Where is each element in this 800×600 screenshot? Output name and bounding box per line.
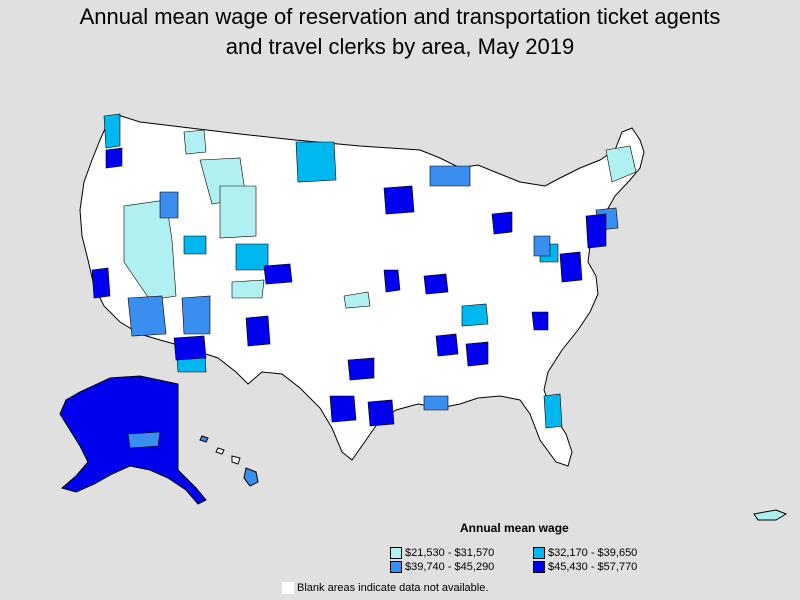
legend-label-3: $39,740 - $45,290: [405, 561, 495, 573]
regions-tier-1: [123, 129, 637, 309]
data-availability-note: Blank areas indicate data not available.: [282, 582, 488, 594]
title-line-1: Annual mean wage of reservation and tran…: [79, 4, 721, 29]
map-title: Annual mean wage of reservation and tran…: [0, 2, 800, 62]
regions-tier-2: [103, 113, 563, 429]
legend-item-4: $45,430 - $57,770: [533, 561, 637, 573]
legend-label-1: $21,530 - $31,570: [405, 547, 495, 559]
legend-item-3: $39,740 - $45,290: [390, 561, 494, 573]
puerto-rico: [753, 509, 788, 521]
legend-item-2: $32,170 - $39,650: [533, 547, 637, 559]
legend-swatch-3: [390, 561, 402, 573]
legend-label-2: $32,170 - $39,650: [548, 547, 638, 559]
legend-item-1: $21,530 - $31,570: [390, 547, 494, 559]
note-text: Blank areas indicate data not available.: [297, 582, 489, 594]
legend-title: Annual mean wage: [460, 521, 569, 535]
legend-swatch-2: [533, 547, 545, 559]
legend-swatch-1: [390, 547, 402, 559]
hawaii: [199, 435, 259, 487]
legend-swatch-4: [533, 561, 545, 573]
title-line-2: and travel clerks by area, May 2019: [225, 34, 575, 59]
legend-label-4: $45,430 - $57,770: [548, 561, 638, 573]
blank-swatch: [282, 582, 294, 594]
regions-tier-4: [91, 147, 607, 427]
